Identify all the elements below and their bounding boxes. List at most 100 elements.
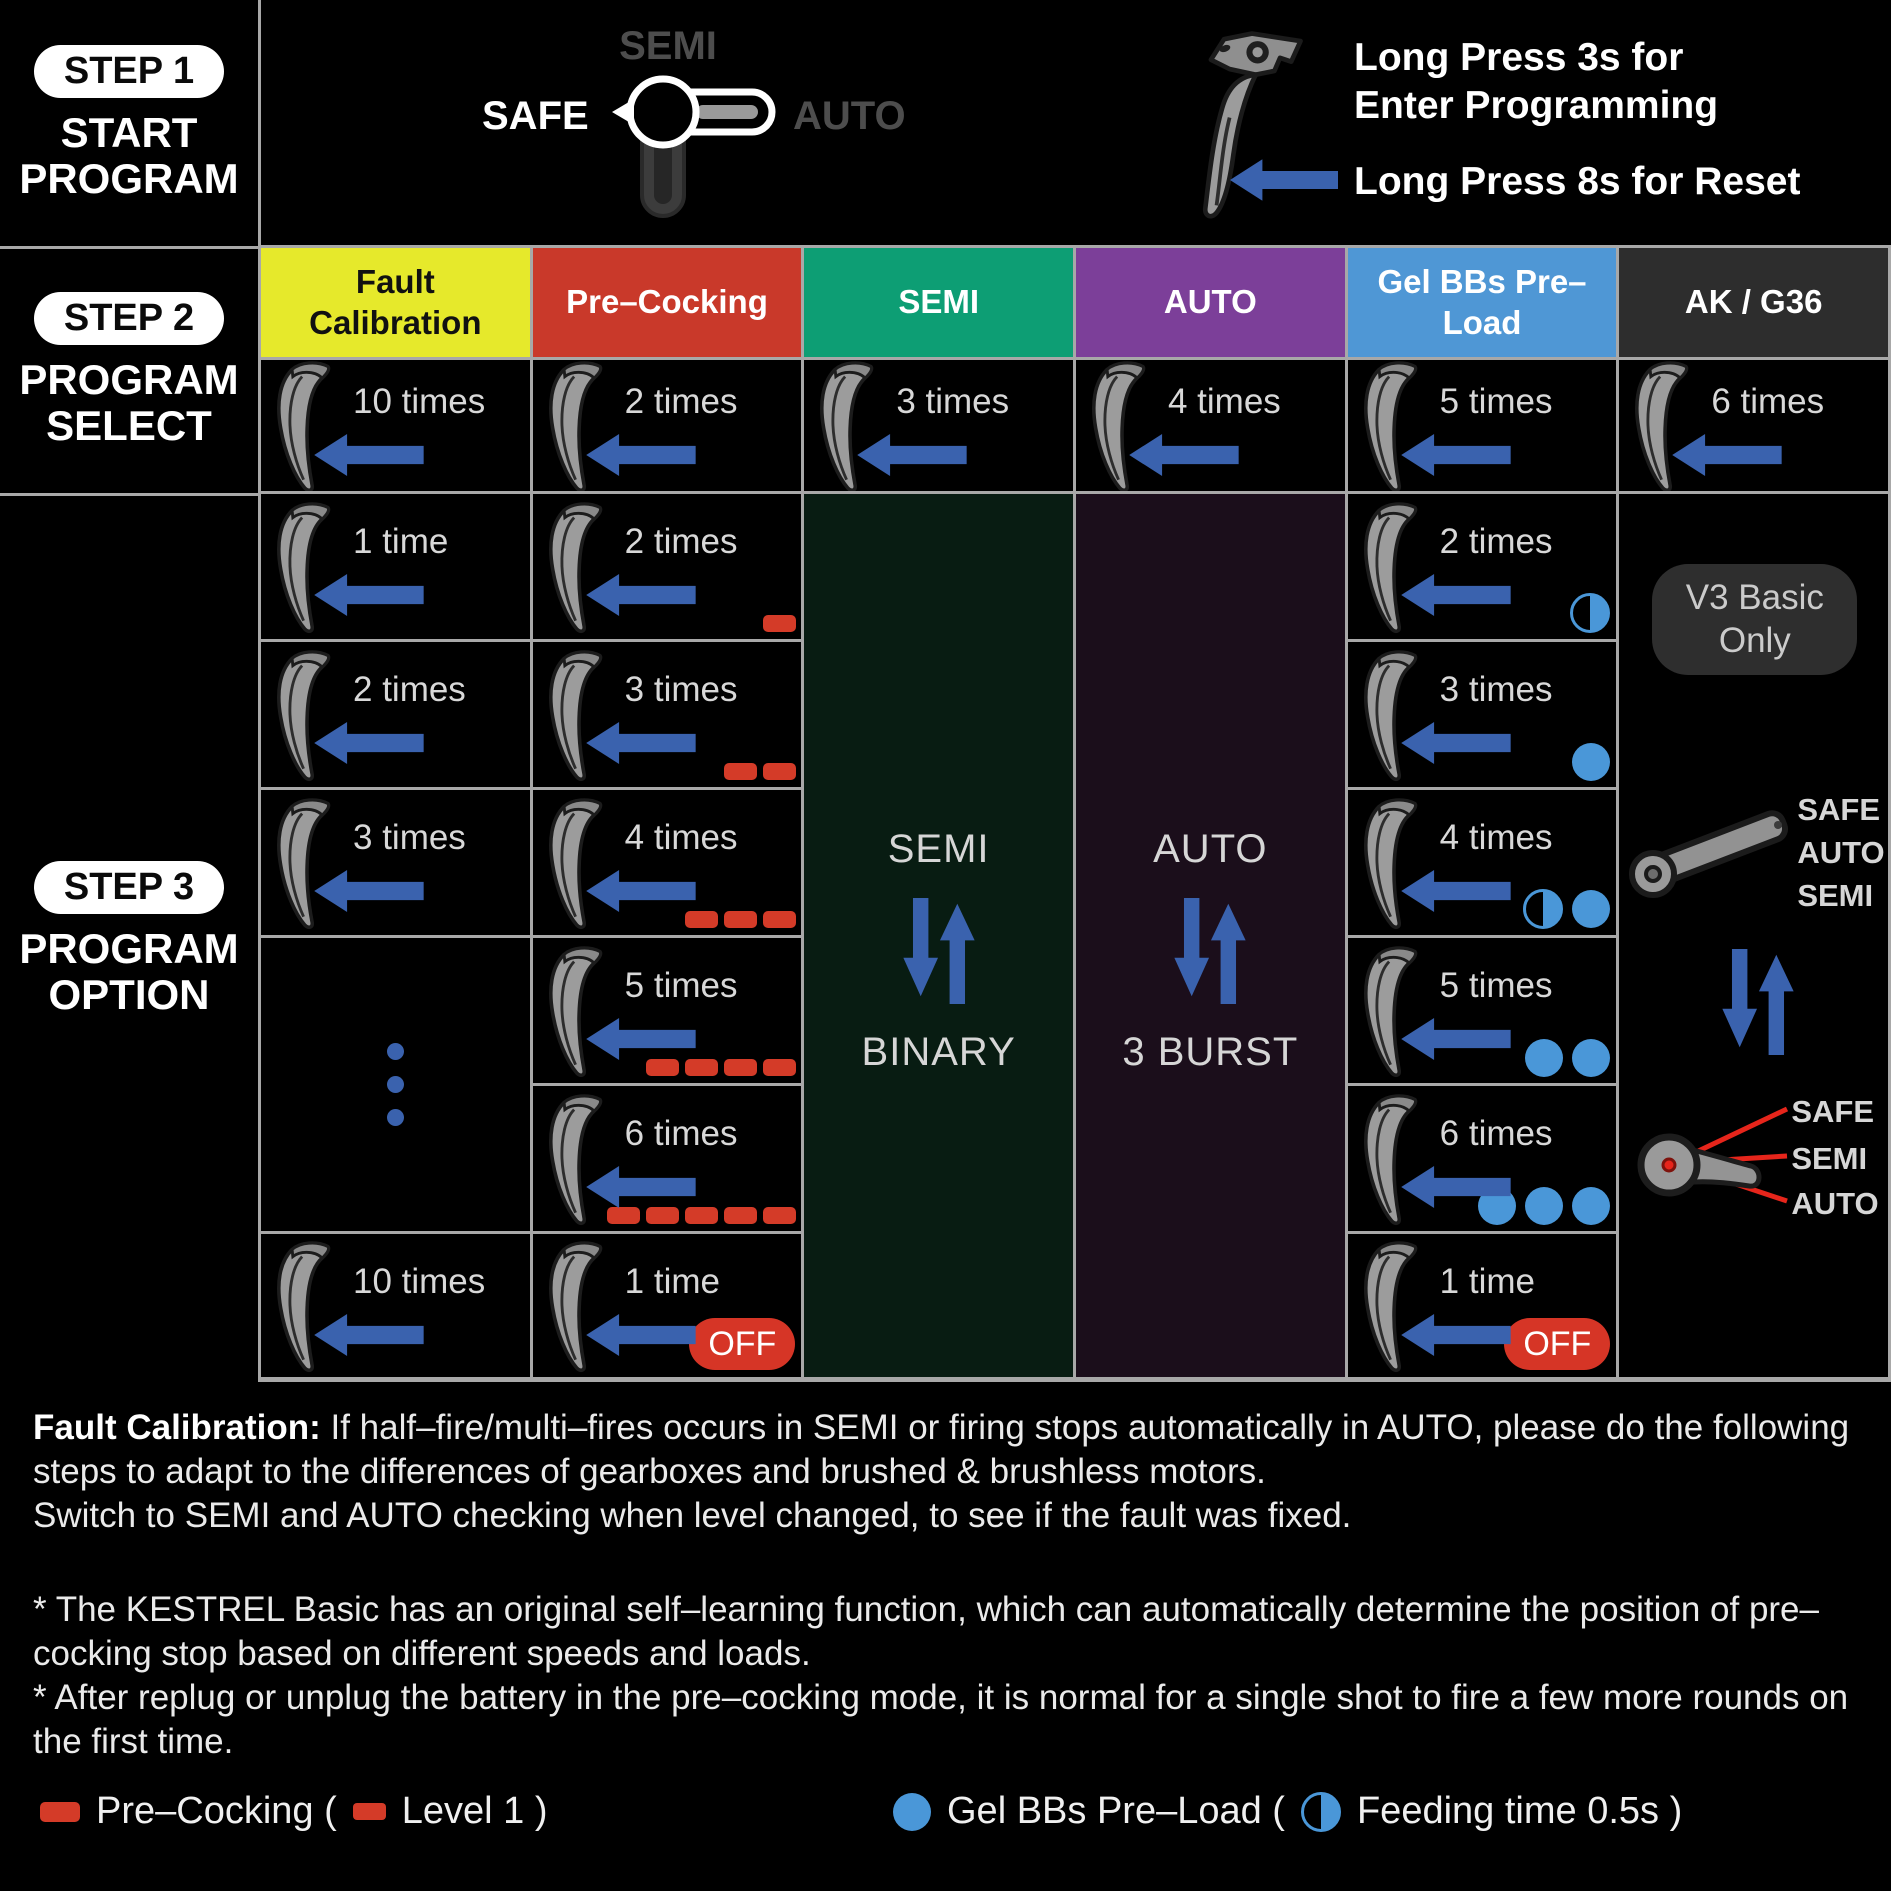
precocking-option-cell: 4 times	[532, 790, 802, 935]
precocking-option-cell: 5 times	[532, 938, 802, 1083]
divider	[0, 246, 261, 249]
pull-count-label: 5 times	[1439, 966, 1553, 1005]
gel-option-cell: 6 times	[1347, 1086, 1617, 1231]
fault-calibration-note: Fault Calibration: If half–fire/multi–fi…	[33, 1408, 1850, 1491]
pull-count-label: 6 times	[1711, 382, 1825, 421]
pull-count-label: 3 times	[624, 670, 738, 709]
precocking-dash-icon	[40, 1801, 80, 1822]
ak-position-label: SEMI	[1797, 878, 1874, 913]
step3-badge: STEP 3	[33, 861, 225, 915]
precocking-legend: Pre–Cocking ( Level 1 )	[40, 1790, 548, 1833]
gel-feed-indicator	[1572, 743, 1611, 781]
pull-count-label: 2 times	[1439, 522, 1553, 561]
pull-arrow-icon	[1400, 722, 1512, 764]
fault-check-note: Switch to SEMI and AUTO checking when le…	[33, 1496, 1352, 1535]
pull-arrow-icon	[585, 1166, 697, 1208]
ak-selector-lever-icon	[1629, 810, 1789, 898]
g36-position-label: SAFE	[1791, 1094, 1875, 1129]
select-ak-cell: 6 times	[1619, 360, 1888, 491]
off-badge: OFF	[689, 1318, 796, 1370]
precocking-level-indicator	[646, 1059, 797, 1076]
fault-option-cell: 2 times	[261, 642, 530, 787]
legend: Pre–Cocking ( Level 1 ) Gel BBs Pre–Load…	[0, 1790, 1891, 1860]
enter-programming-line2: Enter Programming	[1354, 84, 1719, 127]
step2-section: STEP 2 PROGRAM SELECT	[0, 249, 258, 491]
pull-arrow-icon	[313, 870, 425, 912]
pull-arrow-icon	[313, 722, 425, 764]
select-semi-cell: 3 times	[804, 360, 1073, 491]
pull-arrow-icon	[313, 574, 425, 616]
pull-arrow-icon	[585, 870, 697, 912]
g36-position-label: AUTO	[1791, 1186, 1879, 1221]
step1-badge: STEP 1	[33, 45, 225, 99]
precocking-level-indicator	[763, 615, 797, 632]
gel-circle-icon	[893, 1792, 931, 1831]
pull-count-label: 3 times	[896, 382, 1010, 421]
program-table: Fault Calibration Pre–Cocking SEMI AUTO …	[258, 245, 1891, 1382]
precocking-off-cell: 1 time OFF	[532, 1234, 802, 1377]
precocking-level-indicator	[724, 763, 797, 780]
gel-off-cell: 1 time OFF	[1347, 1234, 1617, 1377]
step2-title: PROGRAM SELECT	[19, 356, 239, 449]
ellipsis-dot	[386, 1043, 404, 1060]
gel-option-cell: 4 times	[1347, 790, 1617, 935]
pull-count-label: 2 times	[624, 522, 738, 561]
fault-option-cell: 10 times	[261, 1234, 530, 1377]
auto-mode-cell: AUTO 3 BURST	[1075, 494, 1345, 1377]
off-badge: OFF	[1504, 1318, 1611, 1370]
pull-arrow-icon	[1230, 158, 1338, 202]
pull-count-label: 1 time	[1439, 1262, 1535, 1301]
pull-count-label: 1 time	[624, 1262, 720, 1301]
ellipsis-dot	[386, 1109, 404, 1126]
header-auto: AUTO	[1075, 248, 1345, 357]
header-gel-bbs: Gel BBs Pre–Load	[1347, 248, 1617, 357]
pull-count-label: 4 times	[624, 818, 738, 857]
mode-to-label: 3 BURST	[1122, 1029, 1299, 1074]
feeding-half-circle-icon	[1300, 1791, 1341, 1832]
step3-section: STEP 3 PROGRAM OPTION	[0, 496, 258, 1382]
gel-feed-indicator	[1523, 889, 1611, 929]
step1-title: START PROGRAM	[19, 109, 239, 202]
g36-selector-icon	[1637, 1133, 1762, 1197]
selector-label-safe: SAFE	[482, 94, 589, 138]
step2-badge: STEP 2	[33, 292, 225, 346]
gel-feed-indicator	[1570, 593, 1611, 633]
pull-arrow-icon	[1400, 434, 1512, 476]
pull-arrow-icon	[585, 1314, 697, 1356]
v3-basic-note: V3 Basic Only	[1652, 564, 1858, 675]
pull-count-label: 2 times	[353, 670, 466, 709]
fault-option-cell: 1 time	[261, 494, 530, 639]
pull-arrow-icon	[1400, 1314, 1512, 1356]
pull-count-label: 5 times	[624, 966, 738, 1005]
gel-feed-indicator	[1525, 1039, 1611, 1077]
select-fault-cell: 10 times	[261, 360, 530, 491]
pull-arrow-icon	[585, 1018, 697, 1060]
mode-from-label: AUTO	[1153, 826, 1268, 871]
pull-arrow-icon	[1128, 434, 1240, 476]
pull-arrow-icon	[585, 434, 697, 476]
pull-count-label: 2 times	[624, 382, 738, 421]
pull-arrow-icon	[313, 1314, 425, 1356]
divider	[258, 0, 261, 248]
selector-label-auto: AUTO	[793, 94, 906, 138]
fault-ellipsis-cell	[261, 938, 530, 1231]
ak-g36-cell: V3 Basic Only SAFE AUTO SEMI	[1619, 494, 1888, 1377]
fire-selector-switch-icon	[612, 75, 776, 218]
selector-label-semi: SEMI	[619, 24, 717, 68]
fault-option-cell: 3 times	[261, 790, 530, 935]
ak-position-label: SAFE	[1797, 792, 1881, 827]
gel-legend: Gel BBs Pre–Load ( Feeding time 0.5s )	[893, 1790, 1682, 1833]
pull-arrow-icon	[1400, 870, 1512, 912]
ak-position-label: AUTO	[1797, 835, 1885, 870]
header-fault-calibration: Fault Calibration	[261, 248, 530, 357]
precocking-level-indicator	[607, 1207, 797, 1224]
pull-arrow-icon	[585, 574, 697, 616]
precocking-option-cell: 6 times	[532, 1086, 802, 1231]
pull-count-label: 10 times	[353, 382, 486, 421]
pull-count-label: 4 times	[1439, 818, 1553, 857]
pull-arrow-icon	[856, 434, 968, 476]
mode-from-label: SEMI	[887, 826, 990, 871]
self-learning-note: * The KESTREL Basic has an original self…	[33, 1590, 1819, 1673]
header-semi: SEMI	[804, 248, 1073, 357]
pull-count-label: 3 times	[1439, 670, 1553, 709]
